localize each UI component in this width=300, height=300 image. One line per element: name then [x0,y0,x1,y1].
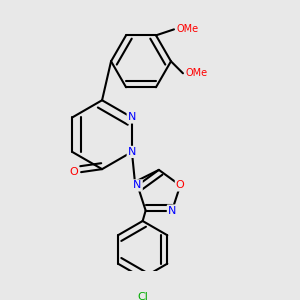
Text: OMe: OMe [176,24,199,34]
Text: N: N [133,180,142,190]
Text: O: O [69,167,78,177]
Text: O: O [176,180,184,190]
Text: OMe: OMe [185,68,208,78]
Text: N: N [128,147,136,157]
Text: N: N [128,112,136,122]
Text: Cl: Cl [137,292,148,300]
Text: N: N [168,206,176,215]
